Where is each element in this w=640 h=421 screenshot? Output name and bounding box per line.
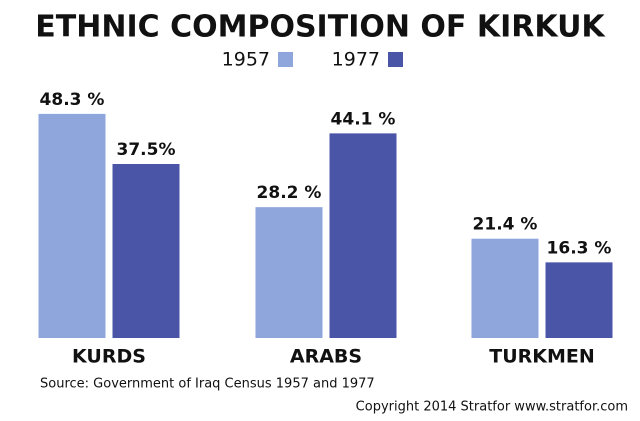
value-label: 16.3 % (547, 238, 612, 258)
chart-title: ETHNIC COMPOSITION OF KIRKUK (35, 10, 606, 45)
bar (329, 133, 397, 338)
category-label: TURKMEN (489, 346, 595, 368)
bar (112, 164, 180, 338)
value-label: 48.3 % (40, 90, 105, 110)
legend-swatch (388, 52, 403, 67)
bar (38, 113, 106, 338)
value-label: 44.1 % (331, 109, 396, 129)
source-note: Source: Government of Iraq Census 1957 a… (40, 377, 375, 392)
bar (471, 238, 539, 338)
copyright-note: Copyright 2014 Stratfor www.stratfor.com (356, 400, 628, 415)
category-label: ARABS (290, 346, 362, 368)
legend-label: 1957 (222, 49, 270, 71)
legend-label: 1977 (332, 49, 380, 71)
bar (255, 207, 323, 338)
value-label: 37.5% (117, 140, 176, 160)
category-label: KURDS (72, 346, 146, 368)
value-label: 21.4 % (473, 215, 538, 235)
bar (545, 262, 613, 338)
legend-swatch (278, 52, 293, 67)
value-label: 28.2 % (257, 183, 322, 203)
